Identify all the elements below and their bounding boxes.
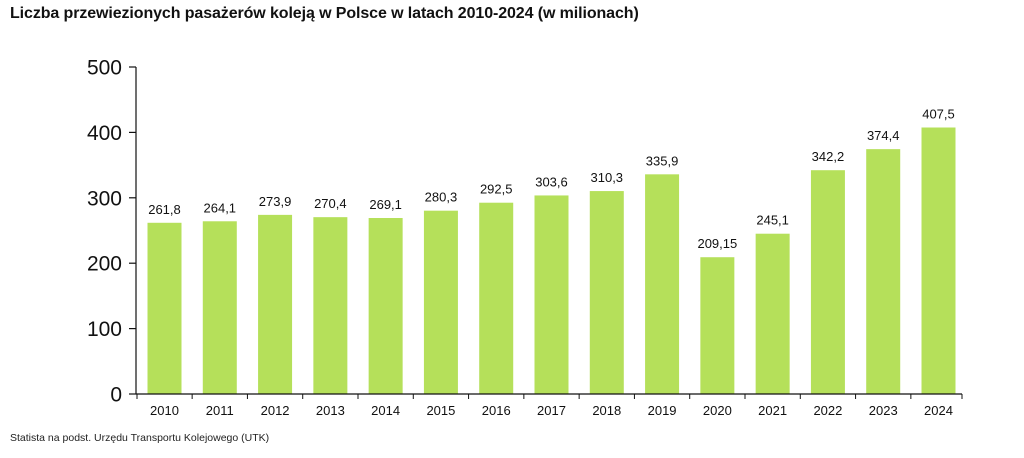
bar-2013 [313, 217, 348, 394]
data-label-2019: 335,9 [646, 153, 679, 168]
data-label-2012: 273,9 [259, 194, 292, 209]
x-axis: 2010 2011 2012 2013 2014 2015 2016 2017 2018 2019… [136, 393, 963, 418]
bar-2021 [755, 233, 790, 394]
bar-2016 [479, 202, 514, 394]
x-tick-label-2015: 2015 [426, 403, 455, 418]
bar-2010 [147, 222, 182, 394]
bar-2018 [589, 191, 624, 394]
data-label-2021: 245,1 [756, 213, 789, 228]
bar-2017 [534, 195, 569, 394]
x-tick-label-2013: 2013 [316, 403, 345, 418]
source-note: Statista na podst. Urzędu Transportu Kol… [10, 432, 270, 444]
y-tick-label: 200 [87, 253, 122, 276]
x-tick-label-2017: 2017 [537, 403, 566, 418]
x-tick-label-2023: 2023 [869, 403, 898, 418]
data-label-2023: 374,4 [867, 128, 900, 143]
x-tick-label-2011: 2011 [206, 403, 234, 418]
bar-2020 [700, 257, 735, 394]
x-tick-label-2024: 2024 [924, 403, 953, 418]
data-label-2024: 407,5 [922, 106, 955, 121]
data-label-2017: 303,6 [535, 174, 568, 189]
bars: 261,8 264,1 273,9 270,4 269,1 280,3 292,5 303,6… [147, 106, 956, 395]
data-label-2020: 209,15 [697, 236, 737, 251]
y-tick-label: 300 [87, 187, 122, 210]
y-tick-label: 100 [87, 318, 122, 341]
data-label-2011: 264,1 [204, 200, 237, 215]
y-tick-label: 500 [87, 57, 122, 80]
bar-2022 [810, 170, 845, 394]
x-tick-label-2012: 2012 [261, 403, 290, 418]
x-tick-label-2022: 2022 [813, 403, 842, 418]
chart-title: Liczba przewiezionych pasażerów koleją w… [10, 5, 639, 22]
x-tick-label-2010: 2010 [150, 403, 179, 418]
x-tick-label-2019: 2019 [648, 403, 677, 418]
y-tick-label: 0 [110, 384, 122, 407]
data-label-2010: 261,8 [148, 202, 181, 217]
data-label-2015: 280,3 [425, 190, 458, 205]
x-tick-label-2020: 2020 [703, 403, 732, 418]
data-label-2018: 310,3 [591, 170, 624, 185]
bar-2015 [423, 210, 458, 394]
y-axis: 0 100 200 300 400 500 [87, 57, 137, 407]
data-label-2022: 342,2 [812, 149, 845, 164]
bar-2024 [921, 127, 956, 395]
bar-2023 [866, 149, 901, 394]
data-label-2016: 292,5 [480, 182, 513, 197]
x-tick-label-2018: 2018 [592, 403, 621, 418]
bar-2011 [202, 221, 237, 394]
bar-2012 [258, 214, 293, 394]
data-label-2013: 270,4 [314, 196, 347, 211]
y-tick-label: 400 [87, 122, 122, 145]
bar-2014 [368, 218, 403, 394]
x-tick-label-2014: 2014 [371, 403, 400, 418]
data-label-2014: 269,1 [369, 197, 402, 212]
bar-2019 [645, 174, 680, 394]
x-tick-label-2016: 2016 [482, 403, 511, 418]
x-tick-label-2021: 2021 [758, 403, 787, 418]
